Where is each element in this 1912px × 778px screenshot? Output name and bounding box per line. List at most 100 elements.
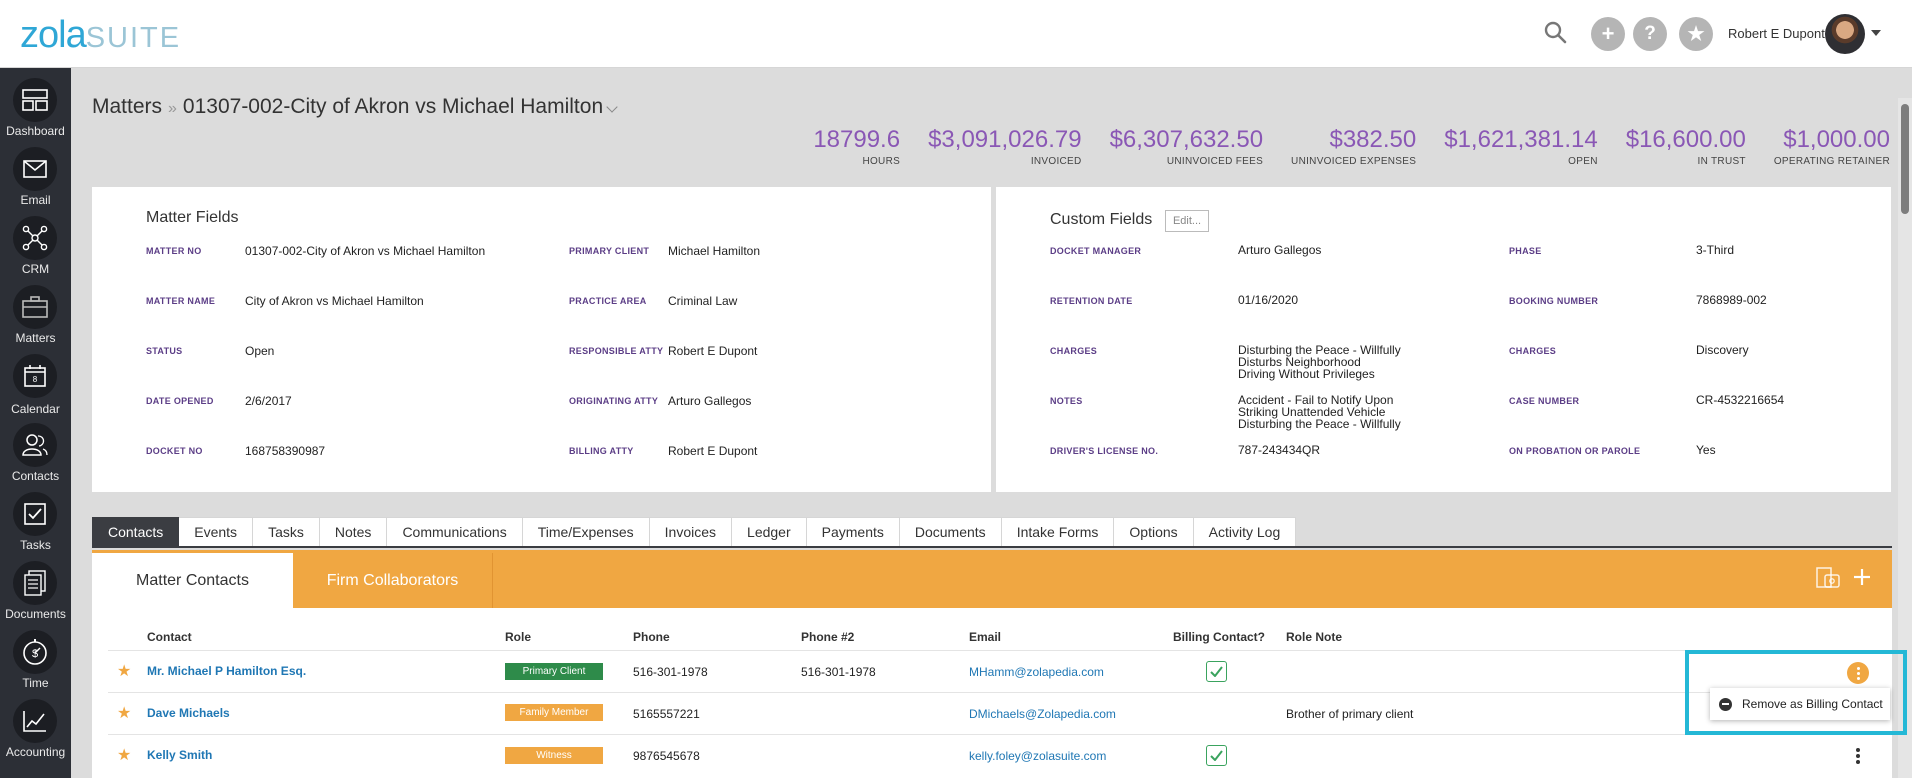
stat-invoiced: $3,091,026.79 INVOICED <box>928 126 1081 167</box>
email-link[interactable]: kelly.foley@zolasuite.com <box>969 749 1107 763</box>
field-label: BILLING ATTY <box>569 446 634 456</box>
sidebar: Dashboard Email CRM Matters 8 Calendar C… <box>0 68 71 778</box>
stat-value: $16,600.00 <box>1625 126 1746 153</box>
sidebar-item-accounting[interactable]: Accounting <box>0 693 71 761</box>
tab-communications[interactable]: Communications <box>387 517 523 547</box>
column-header-role[interactable]: Role <box>505 630 532 644</box>
stat-label: INVOICED <box>1030 156 1082 167</box>
sidebar-item-dashboard[interactable]: Dashboard <box>0 72 71 140</box>
briefcase-icon <box>13 285 57 329</box>
billing-contact-checkbox[interactable] <box>1206 745 1227 766</box>
tab-payments[interactable]: Payments <box>806 517 900 547</box>
tab-notes[interactable]: Notes <box>319 517 388 547</box>
contact-name-link[interactable]: Kelly Smith <box>147 748 213 762</box>
row-menu-kebab-icon[interactable] <box>1856 748 1860 766</box>
user-menu-caret-icon[interactable] <box>1871 30 1881 36</box>
sidebar-item-crm[interactable]: CRM <box>0 210 71 278</box>
case-number-value: CR-4532216654 <box>1696 393 1785 407</box>
page-scrollbar[interactable] <box>1898 98 1912 778</box>
tab-documents[interactable]: Documents <box>899 517 1002 547</box>
help-icon[interactable]: ? <box>1633 17 1667 51</box>
sidebar-item-email[interactable]: Email <box>0 141 71 209</box>
sidebar-item-time[interactable]: $ Time <box>0 624 71 692</box>
star-icon[interactable]: ★ <box>117 705 132 722</box>
star-icon[interactable]: ★ <box>117 747 132 764</box>
avatar[interactable] <box>1825 14 1865 54</box>
calendar-icon: 8 <box>13 354 57 398</box>
stat-operating-retainer: $1,000.00 OPERATING RETAINER <box>1774 126 1890 167</box>
row-menu-kebab-icon[interactable] <box>1847 662 1869 684</box>
tab-tasks[interactable]: Tasks <box>253 517 320 547</box>
stat-in-trust: $16,600.00 IN TRUST <box>1626 126 1746 167</box>
tab-intake-forms[interactable]: Intake Forms <box>1001 517 1115 547</box>
add-icon[interactable]: + <box>1591 17 1625 51</box>
phone-value: 516-301-1978 <box>633 665 708 679</box>
sidebar-item-contacts[interactable]: Contacts <box>0 417 71 485</box>
responsible-atty-value: Robert E Dupont <box>668 344 758 358</box>
highlight-box <box>1685 650 1907 735</box>
column-header-phone2[interactable]: Phone #2 <box>801 630 855 644</box>
field-label: RETENTION DATE <box>1050 296 1133 306</box>
stat-value: $6,307,632.50 <box>1109 126 1264 153</box>
svg-text:$: $ <box>32 648 38 660</box>
contact-name-link[interactable]: Dave Michaels <box>147 706 230 720</box>
tab-ledger[interactable]: Ledger <box>732 517 807 547</box>
sidebar-item-documents[interactable]: Documents <box>0 555 71 623</box>
contact-name-link[interactable]: Mr. Michael P Hamilton Esq. <box>147 664 307 678</box>
column-header-email[interactable]: Email <box>969 630 1002 644</box>
column-header-contact[interactable]: Contact <box>147 630 192 644</box>
matter-stats: 18799.6 HOURS $3,091,026.79 INVOICED $6,30… <box>785 126 1890 167</box>
status-value: Open <box>245 344 275 358</box>
star-icon[interactable]: ★ <box>117 663 132 680</box>
email-link[interactable]: DMichaels@Zolapedia.com <box>969 707 1116 721</box>
stat-label: UNINVOICED EXPENSES <box>1291 156 1417 167</box>
sidebar-item-tasks[interactable]: Tasks <box>0 486 71 554</box>
stat-label: HOURS <box>862 156 901 167</box>
phone-value: 5165557221 <box>633 707 700 721</box>
sidebar-label: Calendar <box>11 402 60 416</box>
tab-contacts[interactable]: Contacts <box>92 517 180 547</box>
email-link[interactable]: MHamm@zolapedia.com <box>969 665 1104 679</box>
panel-title: Matter Fields <box>146 209 239 226</box>
field-label: PRIMARY CLIENT <box>569 246 650 256</box>
field-label: MATTER NO <box>146 246 202 256</box>
envelope-icon <box>13 147 57 191</box>
notes-value: Disturbing the Peace - Willfully <box>1238 417 1401 431</box>
retention-date-value: 01/16/2020 <box>1238 293 1299 307</box>
search-icon[interactable] <box>1543 20 1569 46</box>
tab-invoices[interactable]: Invoices <box>649 517 733 547</box>
subtab-matter-contacts[interactable]: Matter Contacts <box>92 553 293 608</box>
document-icon <box>13 561 57 605</box>
sidebar-item-calendar[interactable]: 8 Calendar <box>0 348 71 416</box>
favorites-star-icon[interactable]: ★ <box>1679 17 1713 51</box>
tab-options[interactable]: Options <box>1114 517 1194 547</box>
tab-activity-log[interactable]: Activity Log <box>1193 517 1297 547</box>
field-label: RESPONSIBLE ATTY <box>569 346 664 356</box>
export-contacts-icon[interactable] <box>1815 566 1841 590</box>
contacts-subtab-bar <box>92 550 1892 608</box>
field-label: ON PROBATION OR PAROLE <box>1509 446 1641 456</box>
edit-custom-fields-button[interactable]: Edit... <box>1165 210 1209 232</box>
stat-value: $1,000.00 <box>1783 126 1890 153</box>
chevron-down-icon[interactable] <box>606 101 618 113</box>
billing-contact-checkbox[interactable] <box>1206 661 1227 682</box>
column-header-phone[interactable]: Phone <box>633 630 670 644</box>
charges-value: Disturbing the Peace - Willfully <box>1238 343 1401 357</box>
page-title: 01307-002-City of Akron vs Michael Hamil… <box>182 95 604 118</box>
user-name[interactable]: Robert E Dupont <box>1728 26 1825 41</box>
subtab-firm-collaborators[interactable]: Firm Collaborators <box>293 553 493 608</box>
logo-suite: SUITE <box>85 22 182 54</box>
remove-billing-contact-menu-item[interactable]: Remove as Billing Contact <box>1710 688 1890 720</box>
tab-events[interactable]: Events <box>179 517 254 547</box>
tab-time-expenses[interactable]: Time/Expenses <box>522 517 650 547</box>
scrollbar-thumb[interactable] <box>1901 104 1909 214</box>
drivers-license-value: 787-243434QR <box>1238 443 1321 457</box>
breadcrumb-root[interactable]: Matters <box>92 95 163 118</box>
sidebar-label: CRM <box>21 262 50 276</box>
zolasuite-logo[interactable]: zolaSUITE <box>20 14 181 57</box>
add-contact-icon[interactable] <box>1853 568 1871 586</box>
column-header-billing-contact[interactable]: Billing Contact? <box>1173 630 1265 644</box>
column-header-role-note[interactable]: Role Note <box>1286 630 1343 644</box>
sidebar-item-matters[interactable]: Matters <box>0 279 71 347</box>
stat-uninvoiced-fees: $6,307,632.50 UNINVOICED FEES <box>1110 126 1263 167</box>
